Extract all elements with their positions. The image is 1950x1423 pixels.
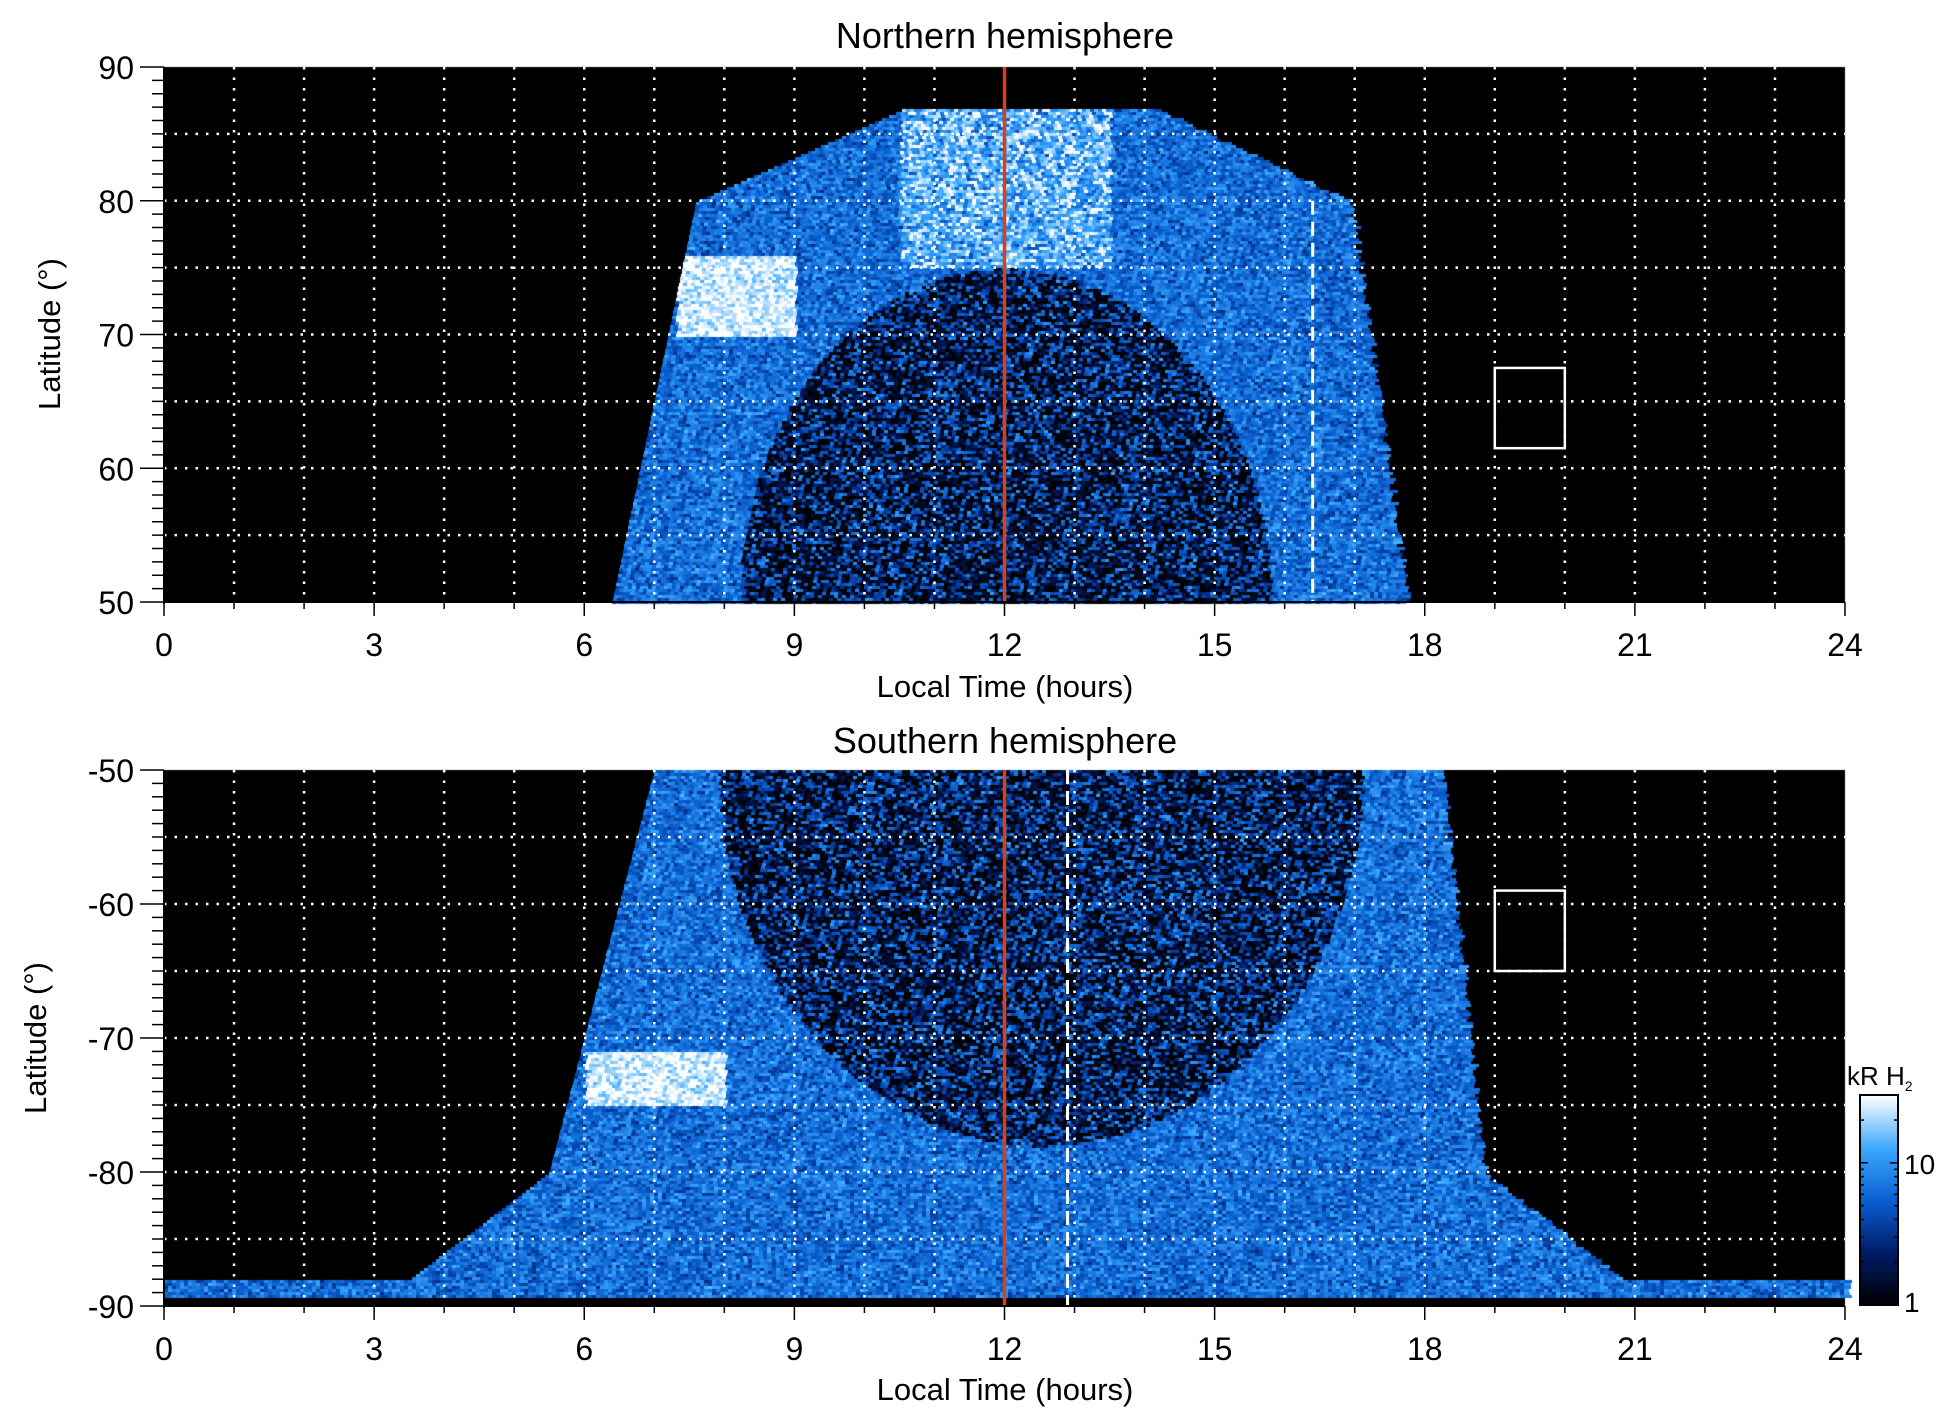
y-tick-label: -90 xyxy=(88,1289,134,1325)
x-tick-label: 9 xyxy=(785,627,803,663)
north-xlabel: Local Time (hours) xyxy=(877,669,1134,704)
x-tick-label: 21 xyxy=(1617,1331,1653,1367)
y-tick-label: 50 xyxy=(98,585,134,621)
north-title: Northern hemisphere xyxy=(836,15,1174,56)
x-tick-label: 12 xyxy=(987,627,1023,663)
y-tick-label: 90 xyxy=(98,50,134,86)
south-xlabel: Local Time (hours) xyxy=(877,1372,1134,1407)
colorbar-tick-label: 10 xyxy=(1904,1149,1935,1180)
south-title: Southern hemisphere xyxy=(833,720,1177,761)
x-tick-label: 6 xyxy=(575,1331,593,1367)
x-tick-label: 0 xyxy=(155,627,173,663)
x-tick-label: 15 xyxy=(1197,627,1233,663)
y-tick-label: -50 xyxy=(88,753,134,789)
reference-box xyxy=(1493,366,1567,450)
x-tick-label: 12 xyxy=(987,1331,1023,1367)
south-ylabel: Latitude (°) xyxy=(18,962,53,1114)
x-tick-label: 3 xyxy=(365,627,383,663)
y-tick-label: 60 xyxy=(98,451,134,487)
colorbar-frame xyxy=(1859,1094,1899,1306)
x-tick-label: 18 xyxy=(1407,627,1443,663)
y-tick-label: -80 xyxy=(88,1155,134,1191)
north-ylabel: Latitude (°) xyxy=(32,258,67,410)
y-tick-label: 70 xyxy=(98,318,134,354)
colorbar-tick-label: 1 xyxy=(1904,1287,1920,1318)
x-tick-label: 6 xyxy=(575,627,593,663)
x-tick-label: 18 xyxy=(1407,1331,1443,1367)
y-tick-label: -70 xyxy=(88,1021,134,1057)
y-tick-label: 80 xyxy=(98,184,134,220)
x-tick-label: 0 xyxy=(155,1331,173,1367)
colorbar: kR H2 1 10 xyxy=(1847,1061,1935,1318)
x-tick-label: 9 xyxy=(785,1331,803,1367)
x-tick-label: 21 xyxy=(1617,627,1653,663)
colorbar-label: kR H2 xyxy=(1847,1061,1913,1094)
x-tick-label: 15 xyxy=(1197,1331,1233,1367)
y-tick-label: -60 xyxy=(88,887,134,923)
x-tick-label: 3 xyxy=(365,1331,383,1367)
x-tick-label: 24 xyxy=(1827,627,1863,663)
x-tick-label: 24 xyxy=(1827,1331,1863,1367)
reference-box xyxy=(1493,889,1567,973)
